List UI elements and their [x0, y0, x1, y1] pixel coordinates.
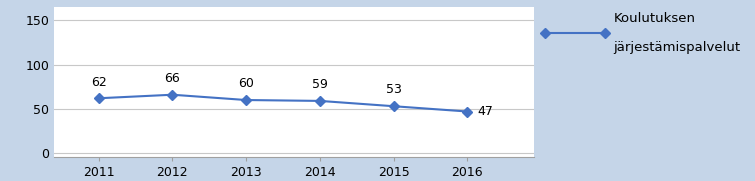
Text: 59: 59: [312, 78, 328, 91]
Text: 47: 47: [477, 105, 493, 118]
Text: järjestämispalvelut: järjestämispalvelut: [613, 41, 741, 54]
Text: 62: 62: [91, 75, 106, 89]
Text: Koulutuksen: Koulutuksen: [613, 12, 695, 25]
Text: 53: 53: [386, 83, 402, 96]
Text: 66: 66: [165, 72, 180, 85]
Text: 60: 60: [238, 77, 254, 90]
